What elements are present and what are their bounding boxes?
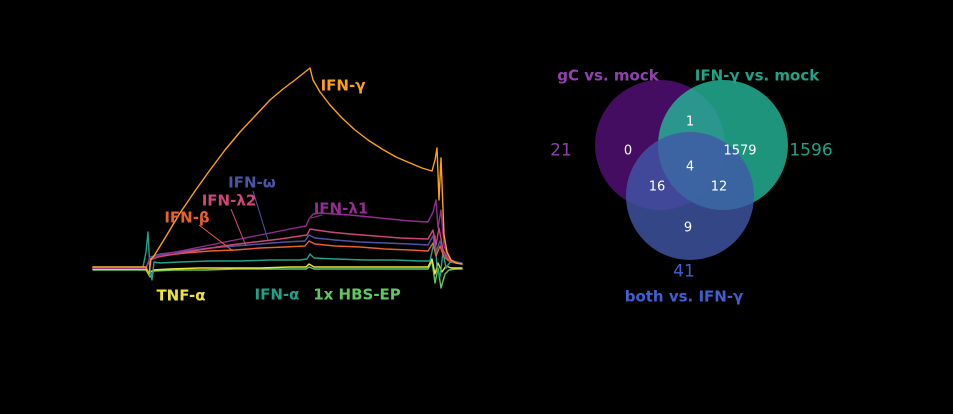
curve-label-ifn-gamma: IFN-γ xyxy=(320,76,366,95)
venn-count-gc-and-ifng: 1 xyxy=(685,114,695,130)
series-line-IFN-λ2 xyxy=(92,227,463,269)
label-leader-line-IFN-β xyxy=(198,224,234,252)
series-line-TNF-α xyxy=(92,258,463,275)
venn-set-title-both: both vs. IFN-γ xyxy=(624,287,744,306)
venn-diagram xyxy=(595,80,788,260)
curve-label-ifn-alpha: IFN-α xyxy=(254,285,300,304)
venn-count-gc-and-both: 16 xyxy=(648,179,666,195)
venn-count-ifng-only: 1579 xyxy=(723,143,757,159)
series-line-IFN-λ1 xyxy=(92,199,463,269)
label-leader-line-IFN-λ2 xyxy=(230,208,247,247)
curve-label-ifn-lambda2: IFN-λ2 xyxy=(201,191,257,210)
curve-label-hbs-ep: 1x HBS-EP xyxy=(313,285,401,304)
series-line-1x HBS-EP xyxy=(92,260,463,289)
venn-total-gc: 21 xyxy=(550,140,572,161)
label-leader-line-IFN-ω xyxy=(252,190,269,241)
series-line-IFN-γ xyxy=(92,67,463,275)
venn-total-ifng: 1596 xyxy=(789,140,833,161)
venn-circle-both-vs-ifng xyxy=(626,132,754,260)
sensorgram-plot xyxy=(92,67,463,289)
curve-label-tnf-alpha: TNF-α xyxy=(156,286,206,305)
venn-count-gc-only: 0 xyxy=(623,143,633,159)
venn-set-title-ifng: IFN-γ vs. mock xyxy=(694,66,820,85)
series-line-IFN-α xyxy=(92,231,463,281)
curve-label-ifn-lambda1: IFN-λ1 xyxy=(313,199,369,218)
venn-set-title-gc: gC vs. mock xyxy=(557,66,659,85)
venn-count-all-three: 4 xyxy=(685,159,695,175)
curve-label-ifn-beta: IFN-β xyxy=(164,208,210,227)
venn-total-both: 41 xyxy=(673,261,695,282)
venn-count-ifng-and-both: 12 xyxy=(710,179,728,195)
label-leader-line-IFN-λ1 xyxy=(310,214,323,219)
venn-count-both-only: 9 xyxy=(683,220,693,236)
curve-label-ifn-omega: IFN-ω xyxy=(228,173,276,192)
